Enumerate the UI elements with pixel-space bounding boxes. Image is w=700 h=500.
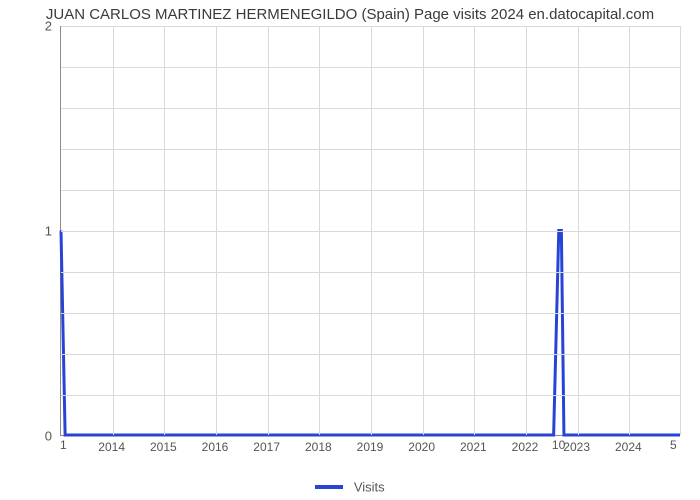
x-tick-label: 2024 — [615, 440, 642, 454]
gridline-horizontal — [61, 231, 680, 232]
axis-extra-label: 10 — [552, 438, 565, 452]
axis-extra-label: 1 — [60, 438, 67, 452]
visits-chart: JUAN CARLOS MARTINEZ HERMENEGILDO (Spain… — [0, 0, 700, 500]
x-tick-label: 2020 — [408, 440, 435, 454]
x-tick-label: 2018 — [305, 440, 332, 454]
x-tick-label: 2014 — [98, 440, 125, 454]
y-tick-label: 1 — [12, 224, 52, 239]
x-tick-label: 2017 — [253, 440, 280, 454]
gridline-vertical — [680, 26, 681, 435]
x-tick-label: 2023 — [563, 440, 590, 454]
gridline-horizontal-minor — [61, 354, 680, 355]
x-tick-label: 2015 — [150, 440, 177, 454]
gridline-horizontal-minor — [61, 395, 680, 396]
gridline-horizontal-minor — [61, 149, 680, 150]
y-tick-label: 2 — [12, 19, 52, 34]
x-tick-label: 2022 — [512, 440, 539, 454]
legend: Visits — [0, 478, 700, 496]
x-tick-label: 2019 — [357, 440, 384, 454]
y-tick-label: 0 — [12, 429, 52, 444]
gridline-horizontal-minor — [61, 67, 680, 68]
gridline-horizontal — [61, 26, 680, 27]
axis-extra-label: 5 — [670, 438, 677, 452]
x-tick-label: 2016 — [202, 440, 229, 454]
legend-swatch — [315, 485, 343, 489]
x-tick-label: 2021 — [460, 440, 487, 454]
gridline-horizontal-minor — [61, 108, 680, 109]
gridline-horizontal-minor — [61, 190, 680, 191]
legend-label: Visits — [354, 479, 385, 494]
plot-area — [60, 26, 680, 436]
chart-title: JUAN CARLOS MARTINEZ HERMENEGILDO (Spain… — [0, 6, 700, 23]
gridline-horizontal-minor — [61, 313, 680, 314]
gridline-horizontal-minor — [61, 272, 680, 273]
